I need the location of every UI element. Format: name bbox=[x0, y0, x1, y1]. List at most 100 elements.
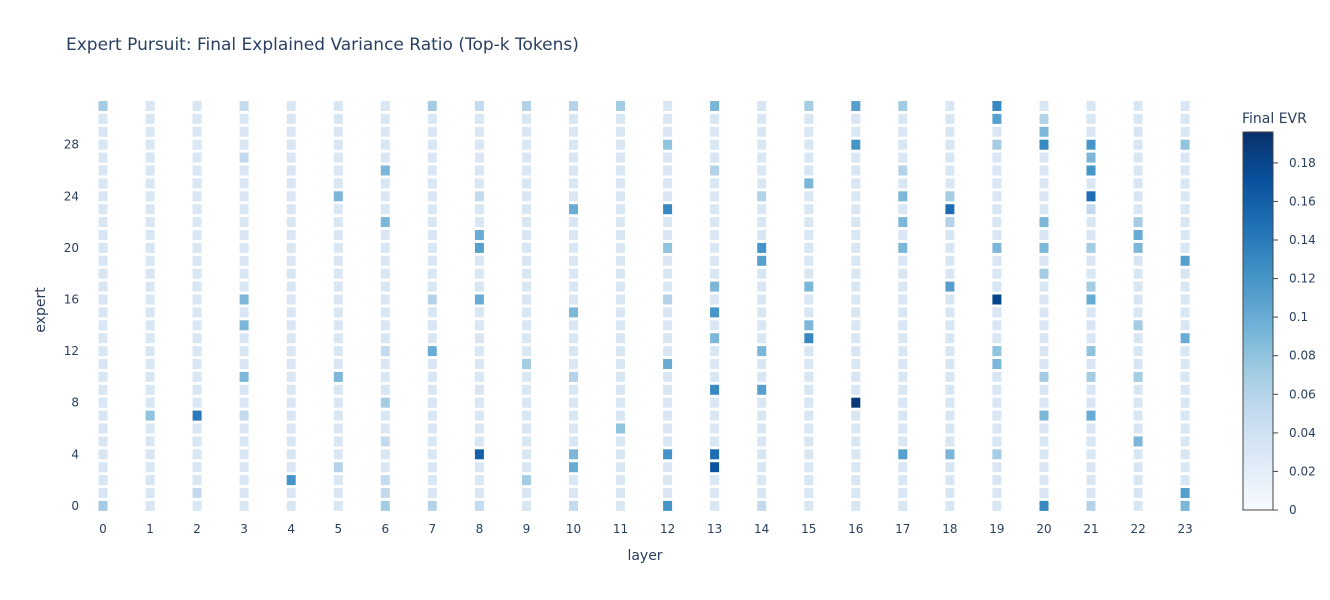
heatmap-cell-layer-14-expert-11 bbox=[757, 359, 767, 369]
heatmap-cell-layer-13-expert-24 bbox=[710, 191, 720, 202]
heatmap-cell-layer-16-expert-23 bbox=[851, 204, 861, 215]
heatmap-cell-layer-17-expert-24 bbox=[898, 191, 908, 202]
heatmap-cell-layer-21-expert-7 bbox=[1086, 410, 1096, 421]
heatmap-cell-layer-6-expert-6 bbox=[380, 423, 390, 434]
heatmap-cell-layer-19-expert-26 bbox=[992, 165, 1002, 176]
heatmap-cell-layer-23-expert-14 bbox=[1180, 320, 1190, 331]
heatmap-cell-layer-18-expert-23 bbox=[945, 204, 955, 215]
heatmap-cell-layer-4-expert-27 bbox=[286, 152, 296, 163]
heatmap-cell-layer-9-expert-6 bbox=[522, 423, 531, 434]
heatmap-cell-layer-7-expert-21 bbox=[427, 230, 437, 240]
heatmap-cell-layer-5-expert-0 bbox=[333, 500, 343, 511]
heatmap-cell-layer-20-expert-3 bbox=[1039, 462, 1049, 473]
heatmap-cell-layer-2-expert-22 bbox=[192, 217, 202, 228]
heatmap-cell-layer-19-expert-30 bbox=[992, 113, 1002, 124]
heatmap-cell-layer-2-expert-19 bbox=[192, 255, 202, 266]
heatmap-cell-layer-13-expert-16 bbox=[710, 294, 720, 305]
heatmap-cell-layer-3-expert-21 bbox=[239, 230, 249, 240]
heatmap-cell-layer-10-expert-25 bbox=[569, 178, 578, 189]
heatmap-cell-layer-13-expert-14 bbox=[710, 320, 720, 331]
heatmap-cell-layer-20-expert-31 bbox=[1039, 101, 1049, 111]
heatmap-cell-layer-19-expert-14 bbox=[992, 320, 1002, 331]
heatmap-cell-layer-16-expert-18 bbox=[851, 268, 861, 279]
heatmap-cell-layer-6-expert-0 bbox=[380, 500, 390, 511]
heatmap-cell-layer-19-expert-13 bbox=[992, 333, 1002, 344]
x-tick-label: 11 bbox=[613, 522, 628, 536]
heatmap-cell-layer-18-expert-16 bbox=[945, 294, 955, 305]
heatmap-cell-layer-5-expert-31 bbox=[333, 101, 343, 111]
heatmap-cell-layer-20-expert-11 bbox=[1039, 359, 1049, 369]
heatmap-cell-layer-8-expert-27 bbox=[474, 152, 484, 163]
heatmap-cell-layer-4-expert-7 bbox=[286, 410, 296, 421]
heatmap-cell-layer-0-expert-16 bbox=[98, 294, 108, 305]
colorbar-tick-label: 0.12 bbox=[1289, 272, 1316, 286]
heatmap-cell-layer-21-expert-9 bbox=[1086, 384, 1096, 395]
heatmap-cell-layer-11-expert-6 bbox=[616, 423, 625, 434]
heatmap-cell-layer-16-expert-12 bbox=[851, 346, 861, 357]
heatmap-cell-layer-19-expert-9 bbox=[992, 384, 1002, 395]
heatmap-cell-layer-7-expert-30 bbox=[427, 113, 437, 124]
heatmap-cell-layer-9-expert-25 bbox=[522, 178, 531, 189]
heatmap-cell-layer-11-expert-18 bbox=[616, 268, 625, 279]
heatmap-cell-layer-6-expert-15 bbox=[380, 307, 390, 318]
heatmap-cell-layer-9-expert-31 bbox=[522, 101, 531, 111]
heatmap-cell-layer-4-expert-17 bbox=[286, 281, 296, 292]
heatmap-cell-layer-5-expert-9 bbox=[333, 384, 343, 395]
heatmap-cell-layer-6-expert-8 bbox=[380, 397, 390, 408]
heatmap-cell-layer-4-expert-23 bbox=[286, 204, 296, 215]
heatmap-cell-layer-5-expert-27 bbox=[333, 152, 343, 163]
heatmap-cell-layer-5-expert-17 bbox=[333, 281, 343, 292]
x-tick-label: 1 bbox=[146, 522, 154, 536]
heatmap-cell-layer-17-expert-31 bbox=[898, 101, 908, 111]
heatmap-cell-layer-7-expert-26 bbox=[427, 165, 437, 176]
heatmap-cell-layer-20-expert-19 bbox=[1039, 255, 1049, 266]
heatmap-cell-layer-18-expert-19 bbox=[945, 255, 955, 266]
heatmap-cell-layer-10-expert-20 bbox=[569, 242, 578, 253]
heatmap-cell-layer-15-expert-12 bbox=[804, 346, 814, 357]
heatmap-cell-layer-15-expert-29 bbox=[804, 126, 814, 137]
heatmap-cell-layer-7-expert-13 bbox=[427, 333, 437, 344]
heatmap-cell-layer-4-expert-3 bbox=[286, 462, 296, 473]
heatmap-cell-layer-1-expert-30 bbox=[145, 113, 155, 124]
heatmap-cell-layer-3-expert-14 bbox=[239, 320, 249, 331]
heatmap-cell-layer-14-expert-18 bbox=[757, 268, 767, 279]
heatmap-cell-layer-15-expert-1 bbox=[804, 488, 814, 498]
heatmap-cell-layer-3-expert-12 bbox=[239, 346, 249, 357]
heatmap-cell-layer-10-expert-27 bbox=[569, 152, 578, 163]
heatmap-cell-layer-23-expert-4 bbox=[1180, 449, 1190, 460]
heatmap-cell-layer-22-expert-26 bbox=[1133, 165, 1143, 176]
heatmap-cell-layer-19-expert-19 bbox=[992, 255, 1002, 266]
heatmap-cell-layer-22-expert-15 bbox=[1133, 307, 1143, 318]
heatmap-cell-layer-13-expert-13 bbox=[710, 333, 720, 344]
heatmap-cell-layer-0-expert-2 bbox=[98, 475, 108, 486]
heatmap-cell-layer-23-expert-1 bbox=[1180, 488, 1190, 498]
heatmap-cell-layer-13-expert-1 bbox=[710, 488, 720, 498]
heatmap-cell-layer-4-expert-31 bbox=[286, 101, 296, 111]
heatmap-cell-layer-21-expert-27 bbox=[1086, 152, 1096, 163]
heatmap-cell-layer-11-expert-16 bbox=[616, 294, 625, 305]
heatmap-cell-layer-22-expert-30 bbox=[1133, 113, 1143, 124]
heatmap-cell-layer-17-expert-8 bbox=[898, 397, 908, 408]
heatmap-cell-layer-13-expert-9 bbox=[710, 384, 720, 395]
heatmap-cell-layer-6-expert-21 bbox=[380, 230, 390, 240]
heatmap-cell-layer-10-expert-4 bbox=[569, 449, 578, 460]
heatmap-cell-layer-11-expert-8 bbox=[616, 397, 625, 408]
heatmap-cell-layer-15-expert-21 bbox=[804, 230, 814, 240]
heatmap-cell-layer-5-expert-29 bbox=[333, 126, 343, 137]
heatmap-cell-layer-19-expert-31 bbox=[992, 101, 1002, 111]
heatmap-cell-layer-18-expert-21 bbox=[945, 230, 955, 240]
heatmap-cell-layer-14-expert-1 bbox=[757, 488, 767, 498]
heatmap-cell-layer-2-expert-21 bbox=[192, 230, 202, 240]
heatmap-cell-layer-6-expert-1 bbox=[380, 488, 390, 498]
heatmap-cell-layer-8-expert-17 bbox=[474, 281, 484, 292]
heatmap-cell-layer-21-expert-25 bbox=[1086, 178, 1096, 189]
heatmap-cell-layer-7-expert-31 bbox=[427, 101, 437, 111]
heatmap-cell-layer-6-expert-17 bbox=[380, 281, 390, 292]
heatmap-cell-layer-21-expert-22 bbox=[1086, 217, 1096, 228]
heatmap-cell-layer-14-expert-3 bbox=[757, 462, 767, 473]
heatmap-cell-layer-10-expert-12 bbox=[569, 346, 578, 357]
heatmap-cell-layer-1-expert-4 bbox=[145, 449, 155, 460]
heatmap-cell-layer-15-expert-28 bbox=[804, 139, 814, 150]
heatmap-cell-layer-2-expert-4 bbox=[192, 449, 202, 460]
heatmap-cell-layer-3-expert-23 bbox=[239, 204, 249, 215]
